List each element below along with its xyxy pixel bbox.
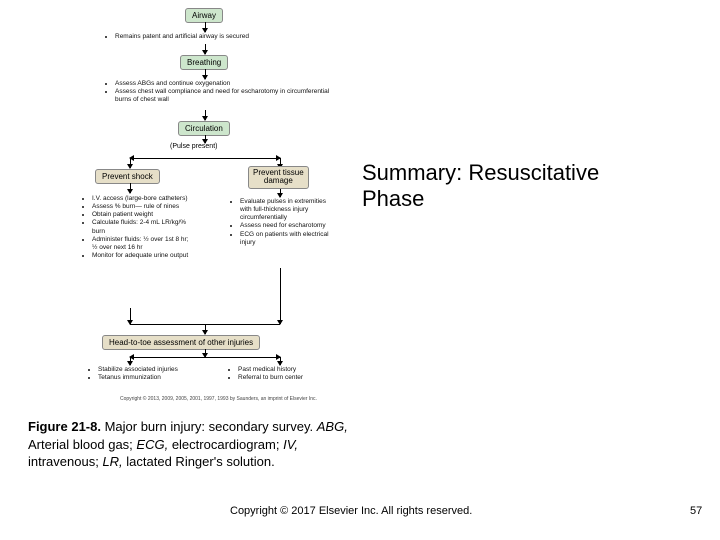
bullet: Assess chest wall compliance and need fo… [115, 88, 335, 104]
bullet: ECG on patients with electrical injury [240, 231, 338, 247]
arrow [205, 69, 206, 79]
caption-abbr-i: LR, [102, 454, 122, 469]
flowchart: Airway Remains patent and artificial air… [60, 8, 350, 408]
caption-abbr-t: electrocardiogram; [168, 437, 283, 452]
arrow [280, 357, 281, 365]
bullet: Assess need for escharotomy [240, 222, 338, 230]
arrow [205, 44, 206, 54]
node-circulation: Circulation [178, 121, 230, 136]
arrow [280, 268, 281, 324]
bullets-shock: I.V. access (large-bore catheters) Asses… [82, 195, 190, 260]
caption-abbr-t: lactated Ringer's solution. [123, 454, 275, 469]
arrow [205, 135, 206, 143]
bullet: Past medical history [238, 366, 338, 374]
bullet: Assess % burn— rule of nines [92, 203, 190, 211]
fig-copyright: Copyright © 2013, 2009, 2005, 2001, 1997… [120, 396, 317, 402]
footer-copyright: Copyright © 2017 Elsevier Inc. All right… [230, 505, 472, 517]
bullets-tissue: Evaluate pulses in extremities with full… [230, 198, 338, 247]
bullets-airway: Remains patent and artificial airway is … [105, 33, 335, 41]
caption-abbr-t: intravenous; [28, 454, 102, 469]
arrow [130, 158, 131, 168]
bullet: Calculate fluids: 2-4 mL LR/kg/% burn [92, 219, 190, 235]
arrow [280, 189, 281, 197]
caption-abbr-i: IV, [283, 437, 298, 452]
bullet: Tetanus immunization [98, 374, 198, 382]
bullet: I.V. access (large-bore catheters) [92, 195, 190, 203]
arrow [205, 22, 206, 32]
caption-abbr-i: ECG, [136, 437, 168, 452]
title-line2: Phase [362, 186, 424, 211]
bullets-foot-left: Stabilize associated injuries Tetanus im… [88, 366, 198, 382]
bullet: Monitor for adequate urine output [92, 252, 190, 260]
title-line1: Summary: Resuscitative [362, 160, 599, 185]
arrow [130, 308, 131, 324]
caption-body: Major burn injury: secondary survey. [105, 419, 317, 434]
slide-title: Summary: Resuscitative Phase [362, 160, 702, 213]
node-breathing: Breathing [180, 55, 228, 70]
bullet: Remains patent and artificial airway is … [115, 33, 335, 41]
node-shock: Prevent shock [95, 169, 160, 184]
label-pulse: (Pulse present) [170, 143, 217, 150]
bullet: Obtain patient weight [92, 211, 190, 219]
node-airway: Airway [185, 8, 223, 23]
bullet: Evaluate pulses in extremities with full… [240, 198, 338, 222]
caption-abbr-t: Arterial blood gas; [28, 437, 136, 452]
bullet: Referral to burn center [238, 374, 338, 382]
arrow-foot-right [205, 357, 280, 358]
arrow-foot-left [130, 357, 205, 358]
arrow [130, 183, 131, 193]
caption-abbr-i: ABG, [317, 419, 348, 434]
arrow [205, 349, 206, 357]
page-number: 57 [690, 505, 702, 517]
node-tissue: Prevent tissuedamage [248, 166, 309, 189]
bullets-foot-right: Past medical history Referral to burn ce… [228, 366, 338, 382]
node-head2toe: Head-to-toe assessment of other injuries [102, 335, 260, 350]
arrow [130, 357, 131, 365]
bullet: Assess ABGs and continue oxygenation [115, 80, 335, 88]
bullet: Administer fluids: ½ over 1st 8 hr; ½ ov… [92, 236, 190, 252]
bullet: Stabilize associated injuries [98, 366, 198, 374]
caption-lead: Figure 21-8. [28, 419, 105, 434]
bullets-breathing: Assess ABGs and continue oxygenation Ass… [105, 80, 335, 104]
figure-caption: Figure 21-8. Major burn injury: secondar… [28, 418, 348, 471]
arrow [205, 110, 206, 120]
arrow-split-right [205, 158, 280, 159]
arrow [205, 324, 206, 334]
arrow-split-left [130, 158, 205, 159]
